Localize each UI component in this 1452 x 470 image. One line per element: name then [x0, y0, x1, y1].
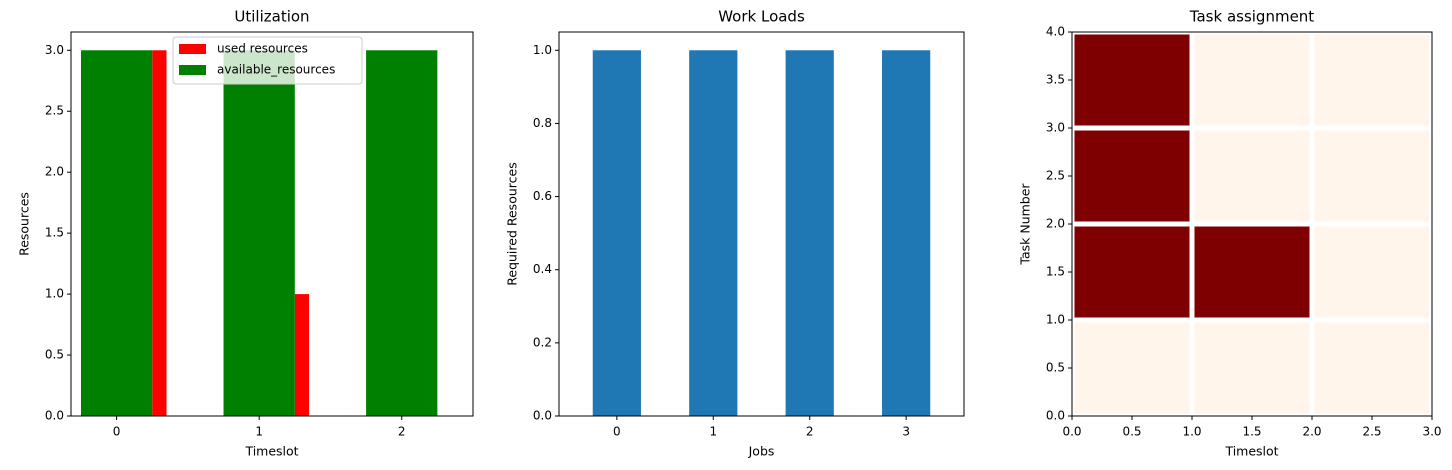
heatmap-cell: [1189, 125, 1315, 227]
y-tick-label: 0.6: [533, 189, 552, 203]
axes-frame: [1071, 31, 1433, 417]
heatmap-cell: [1309, 317, 1435, 419]
legend-label: used resources: [217, 42, 308, 56]
y-tick-label: 4.0: [1046, 25, 1065, 39]
y-tick-label: 2.5: [1046, 169, 1065, 183]
x-tick-label: 0.5: [1122, 425, 1141, 439]
y-tick-label: 0.0: [533, 409, 552, 423]
bar: [882, 50, 931, 417]
heatmap-cell: [1069, 317, 1195, 419]
x-tick-label: 1: [709, 425, 717, 439]
heatmap-cell: [1069, 125, 1195, 227]
bar: [80, 50, 153, 417]
y-tick-label: 3.0: [45, 43, 64, 57]
y-axis-label: Task Number: [1018, 183, 1033, 266]
x-tick-label: 0.0: [1062, 425, 1081, 439]
y-tick-label: 2.0: [1046, 217, 1065, 231]
x-tick-label: 2.0: [1302, 425, 1321, 439]
y-tick-label: 0.5: [45, 348, 64, 362]
heatmap-cell: [1309, 125, 1435, 227]
axes-frame: [70, 31, 474, 417]
legend-swatch: [179, 44, 206, 54]
y-tick-label: 2.0: [45, 165, 64, 179]
y-tick-label: 0.0: [45, 409, 64, 423]
x-axis-label: Jobs: [748, 444, 775, 459]
heatmap-cell: [1189, 221, 1315, 323]
bar: [592, 50, 641, 417]
axes-frame: [558, 31, 965, 417]
x-tick-label: 2: [398, 425, 406, 439]
y-axis-label: Required Resources: [505, 162, 520, 285]
bar: [366, 50, 438, 417]
y-tick-label: 0.0: [1046, 409, 1065, 423]
x-tick-label: 3: [902, 425, 910, 439]
bar: [689, 50, 738, 417]
y-tick-label: 0.4: [533, 262, 552, 276]
heatmap-cell: [1309, 221, 1435, 323]
y-tick-label: 0.2: [533, 335, 552, 349]
chart-title: Utilization: [234, 8, 309, 26]
x-tick-label: 1.0: [1182, 425, 1201, 439]
y-axis-label: Resources: [17, 192, 32, 256]
heatmap-cell: [1309, 29, 1435, 131]
y-tick-label: 1.5: [1046, 265, 1065, 279]
heatmap-cell: [1189, 29, 1315, 131]
x-tick-label: 0: [113, 425, 121, 439]
x-tick-label: 0: [613, 425, 621, 439]
legend-swatch: [179, 65, 206, 75]
x-axis-label: Timeslot: [1224, 444, 1278, 459]
x-tick-label: 2: [806, 425, 814, 439]
bar: [294, 294, 310, 416]
heatmap-cell: [1069, 29, 1195, 131]
legend-label: available_resources: [217, 63, 335, 77]
x-tick-label: 2.5: [1362, 425, 1381, 439]
x-tick-label: 1: [255, 425, 263, 439]
bar: [152, 50, 167, 417]
y-tick-label: 1.0: [45, 287, 64, 301]
y-tick-label: 0.8: [533, 116, 552, 130]
bar: [785, 50, 834, 417]
heatmap-cell: [1189, 317, 1315, 419]
bar: [223, 50, 295, 417]
y-tick-label: 3.0: [1046, 121, 1065, 135]
chart-title: Work Loads: [718, 8, 805, 26]
y-tick-label: 2.5: [45, 104, 64, 118]
legend-box: [172, 36, 363, 85]
x-tick-label: 3.0: [1422, 425, 1441, 439]
x-axis-label: Timeslot: [244, 444, 298, 459]
y-tick-label: 0.5: [1046, 361, 1065, 375]
y-tick-label: 1.5: [45, 226, 64, 240]
y-tick-label: 3.5: [1046, 73, 1065, 87]
x-tick-label: 1.5: [1242, 425, 1261, 439]
y-tick-label: 1.0: [533, 43, 552, 57]
heatmap-cell: [1069, 221, 1195, 323]
y-tick-label: 1.0: [1046, 313, 1065, 327]
chart-title: Task assignment: [1189, 8, 1315, 26]
